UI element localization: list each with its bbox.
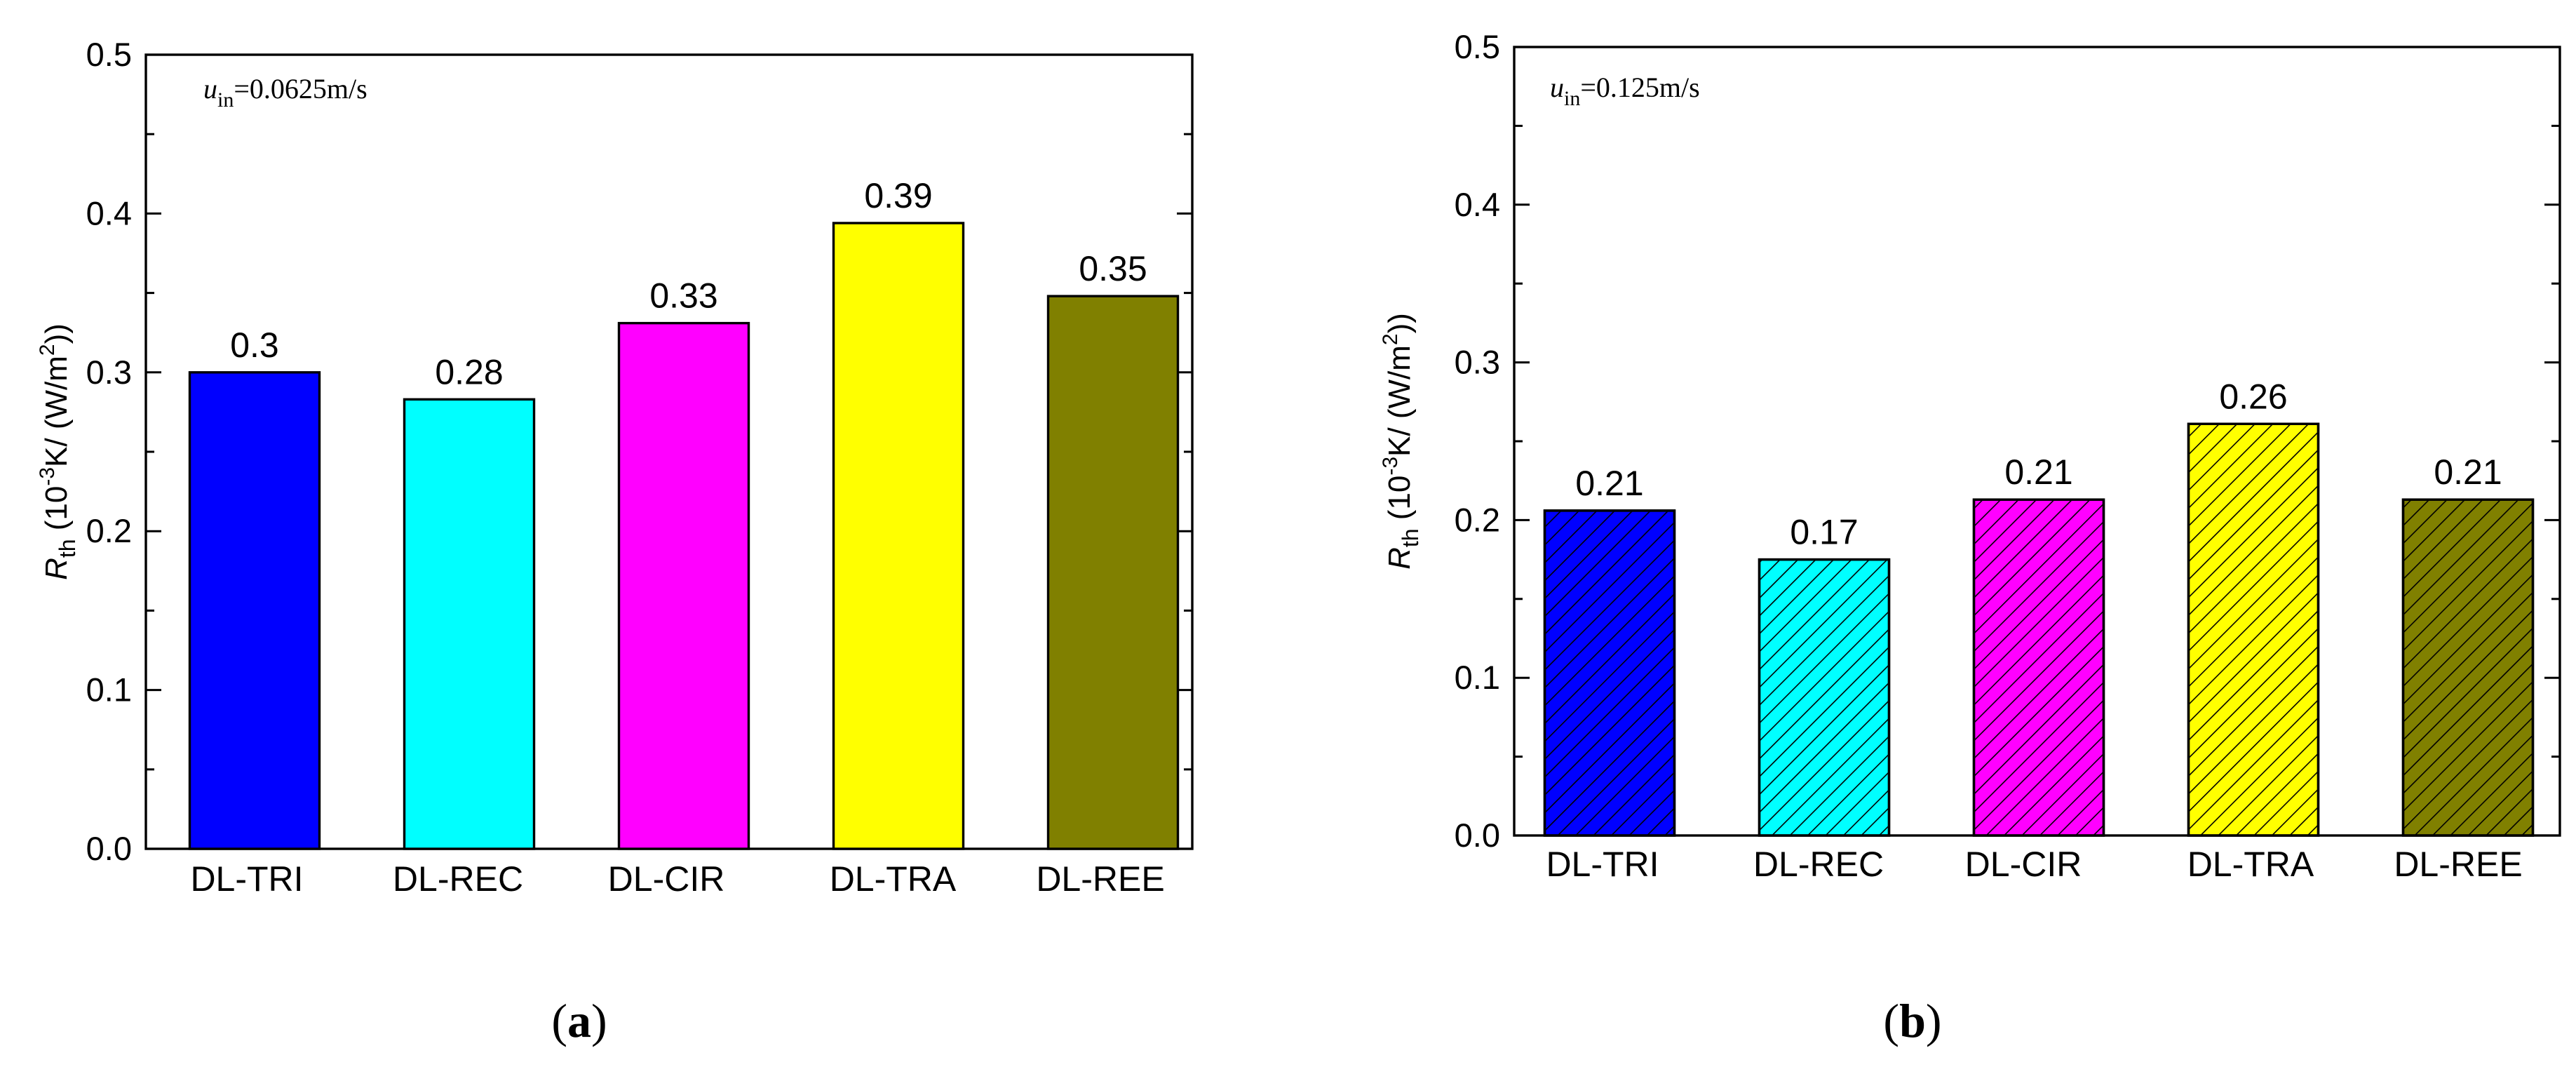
data-label: 0.39 [864, 176, 932, 215]
y-tick-label: 0.4 [86, 194, 132, 231]
data-label: 0.26 [2219, 377, 2287, 416]
y-tick-label: 0.1 [1455, 659, 1500, 696]
y-tick-label: 0.5 [86, 36, 132, 73]
ylabel-unit-prefix: (10 [1382, 476, 1417, 529]
y-axis-label: Rth (10-3K/ (W/m2)) [36, 323, 80, 580]
annotation-var: u [203, 73, 217, 105]
caption-letter: a [567, 994, 591, 1047]
velocity-annotation: uin=0.125m/s [1550, 72, 1700, 110]
velocity-annotation: uin=0.0625m/s [203, 73, 367, 112]
x-tick-label: DL-REE [2394, 845, 2522, 884]
y-axis-label: Rth (10-3K/ (W/m2)) [1379, 313, 1423, 570]
chart-panel-b: 0.0 0.1 0.2 0.3 0.4 0.5 0.21 DL-TRI 0.17 DL-REC 0.… [1379, 28, 2561, 1047]
bar-dl-tri [188, 371, 321, 850]
data-label: 0.21 [1575, 464, 1643, 503]
data-label: 0.3 [230, 325, 279, 365]
data-label: 0.33 [649, 276, 717, 316]
ylabel-unit-exp2: 2 [36, 344, 59, 356]
chart-panel-a: 0.0 0.1 0.2 0.3 0.4 0.5 0.3 DL-TRI 0.28 DL-REC 0.3… [36, 36, 1194, 1047]
ylabel-unit-exp: -3 [36, 467, 59, 486]
bar-hatch-dl-ree [2401, 498, 2535, 837]
y-tick-label: 0.0 [86, 830, 132, 867]
y-tick-label: 0.2 [86, 512, 132, 549]
ylabel-main: R [1382, 547, 1417, 570]
annotation-rest: =0.125m/s [1580, 72, 1699, 103]
bar-dl-rec [403, 398, 536, 850]
ylabel-sub: th [1398, 528, 1423, 547]
x-tick-label: DL-CIR [608, 859, 725, 899]
ylabel-sub: th [55, 539, 80, 558]
data-label: 0.17 [1790, 513, 1858, 552]
x-tick-label: DL-TRI [1546, 845, 1659, 884]
data-label: 0.35 [1079, 249, 1147, 288]
y-tick-label: 0.1 [86, 671, 132, 709]
data-label: 0.28 [435, 352, 503, 391]
panel-caption: (a) [551, 994, 607, 1047]
x-tick-label: DL-TRA [830, 859, 957, 899]
annotation-rest: =0.0625m/s [234, 73, 367, 105]
y-tick-label: 0.3 [1455, 344, 1500, 381]
ylabel-unit-suffix: )) [1382, 313, 1417, 333]
ylabel-main: R [39, 558, 74, 580]
panel-caption: (b) [1883, 994, 1941, 1047]
bar-dl-ree [1046, 295, 1180, 850]
y-tick-label: 0.2 [1455, 501, 1500, 538]
x-tick-label: DL-CIR [1965, 845, 2082, 884]
x-tick-label: DL-TRA [2187, 845, 2314, 884]
caption-close: ) [1926, 994, 1942, 1047]
bar-dl-tra [832, 222, 965, 850]
bar-dl-cir [617, 321, 750, 850]
annotation-var: u [1550, 72, 1564, 103]
y-tick-label: 0.3 [86, 354, 132, 391]
annotation-sub: in [217, 88, 234, 112]
y-tick-label: 0.5 [1455, 28, 1500, 65]
ylabel-unit-suffix: )) [39, 323, 74, 344]
ylabel-unit-exp2: 2 [1379, 333, 1402, 345]
x-tick-label: DL-REC [1753, 845, 1884, 884]
ylabel-unit-prefix: (10 [39, 486, 74, 539]
caption-open: ( [551, 994, 567, 1047]
bar-hatch-dl-rec [1758, 558, 1891, 837]
bar-hatch-dl-tri [1543, 509, 1676, 837]
bar-hatch-dl-tra [2187, 422, 2320, 837]
data-label: 0.21 [2004, 452, 2072, 492]
x-tick-label: DL-TRI [190, 859, 303, 899]
y-tick-label: 0.0 [1455, 817, 1500, 854]
bar-hatch-dl-cir [1972, 498, 2105, 837]
caption-close: ) [591, 994, 607, 1047]
ylabel-unit-mid: K/ (W/m [1382, 345, 1417, 457]
caption-open: ( [1883, 994, 1899, 1047]
annotation-sub: in [1564, 87, 1580, 110]
data-label: 0.21 [2434, 452, 2502, 492]
y-tick-label: 0.4 [1455, 186, 1500, 223]
x-tick-label: DL-REE [1036, 859, 1164, 899]
ylabel-unit-exp: -3 [1379, 457, 1402, 476]
ylabel-unit-mid: K/ (W/m [39, 356, 74, 467]
x-tick-label: DL-REC [393, 859, 523, 899]
caption-letter: b [1899, 994, 1926, 1047]
